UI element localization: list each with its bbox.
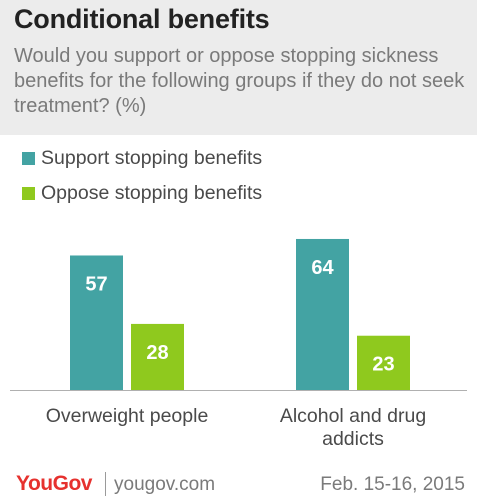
legend-label-oppose: Oppose stopping benefits (41, 181, 263, 204)
legend-item-oppose: Oppose stopping benefits (22, 181, 262, 205)
chart-title: Conditional benefits (14, 4, 270, 34)
category-label-1-0: Alcohol and drug (280, 405, 426, 427)
legend-swatch-oppose (22, 186, 35, 200)
data-label-oppose-0: 28 (146, 342, 168, 364)
legend-item-support: Support stopping benefits (22, 146, 262, 170)
bar-chart: 57 28 Overweight people 64 23 Alcohol and dru… (10, 238, 467, 450)
footer-url: yougov.com (114, 474, 216, 495)
bar-support-1 (296, 238, 349, 390)
yougov-logo: YouGov (16, 472, 92, 495)
legend-swatch-support (22, 151, 35, 165)
bar-support-0 (70, 255, 123, 390)
category-label-1-1: addicts (322, 428, 384, 450)
data-label-support-1: 64 (311, 257, 334, 279)
header-band: Conditional benefits Would you support o… (0, 0, 477, 135)
bar-oppose-1 (357, 335, 410, 390)
footer-date: Feb. 15-16, 2015 (320, 474, 465, 495)
data-label-oppose-1: 23 (372, 354, 394, 376)
legend-label-support: Support stopping benefits (41, 146, 263, 169)
category-label-0-0: Overweight people (46, 405, 209, 427)
bar-oppose-0 (131, 323, 184, 390)
footer-divider (105, 472, 106, 496)
data-label-support-0: 57 (85, 273, 107, 295)
chart-subtitle: Would you support or oppose stopping sic… (14, 45, 465, 117)
